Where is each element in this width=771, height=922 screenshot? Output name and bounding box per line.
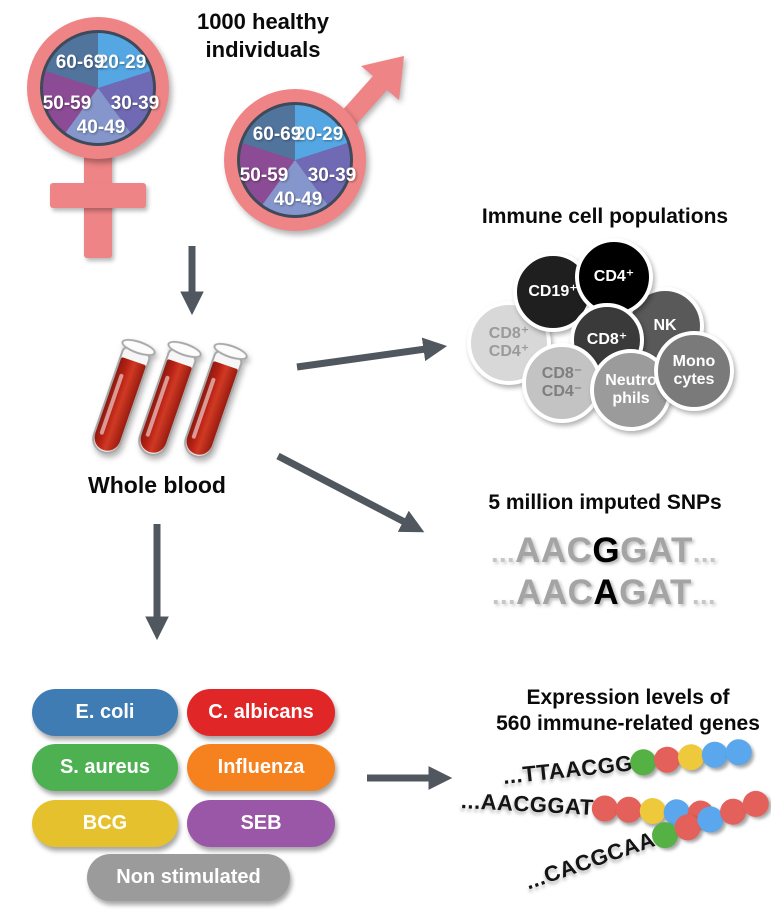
stimulus-bcg: BCG (32, 800, 178, 847)
sequence-ellipsis: ... (492, 580, 517, 610)
age-group-label: 20-29 (294, 124, 344, 145)
stimulus-label: SEB (240, 812, 282, 834)
age-group-label: 50-59 (42, 93, 92, 114)
cell-label-line: CD4⁺ (488, 343, 530, 360)
page-title: 1000 healthy individuals (158, 8, 368, 64)
age-group-label: 40-49 (273, 189, 323, 210)
snp-variant-letter: G (592, 531, 621, 570)
sequence-segment: GAT (620, 531, 693, 570)
cell-cd8neg-cd4neg: CD8⁻ CD4⁻ (522, 343, 602, 423)
stimulus-c-albicans: C. albicans (187, 689, 335, 736)
sequence-ellipsis: ... (692, 538, 717, 568)
age-group-label: 30-39 (307, 165, 357, 186)
stimulus-e-coli: E. coli (32, 689, 178, 736)
cell-label-line: Mono (672, 353, 716, 371)
cell-label-line: Neutro (605, 372, 657, 390)
cell-label-line: cytes (673, 371, 715, 388)
cell-monocytes: Mono cytes (654, 331, 734, 411)
sequence-segment: GAT (619, 573, 692, 612)
expression-title-line1: Expression levels of (526, 686, 730, 709)
expression-bead (615, 796, 643, 824)
stimulus-label: Influenza (217, 756, 305, 778)
snp-sequence-alternate: ...AACAGAT... (448, 573, 760, 613)
cell-label-line: CD8⁺ (488, 325, 530, 343)
expression-bead (591, 794, 619, 823)
female-symbol-crossbar (50, 183, 146, 208)
expression-title-line2: 560 immune-related genes (496, 712, 760, 735)
expression-bead (653, 745, 682, 774)
gene-sequence: ...TTAACGG (501, 750, 635, 789)
arrow-blood-to-snps (276, 452, 425, 533)
page-title-line2: individuals (205, 37, 321, 62)
cell-cd8pos-cd4pos: CD8⁺ CD4⁺ (467, 301, 551, 385)
stimulus-influenza: Influenza (187, 744, 335, 791)
age-group-label: 50-59 (239, 165, 289, 186)
stimulus-label: BCG (82, 812, 128, 834)
age-group-label: 20-29 (97, 52, 147, 73)
gene-strand-1: ...TTAACGG (501, 736, 754, 792)
stimulus-label: S. aureus (59, 756, 151, 778)
gene-sequence: ...CACGCAA (521, 826, 659, 895)
cell-label-line: CD19⁺ (528, 283, 578, 301)
stimulus-non-stimulated: Non stimulated (87, 854, 290, 901)
female-age-pie: 20-29 30-39 40-49 50-59 60-69 (40, 30, 159, 146)
sequence-ellipsis: ... (691, 580, 716, 610)
sequence-ellipsis: ... (491, 538, 516, 568)
stimulus-label: E. coli (75, 701, 135, 723)
stimulus-s-aureus: S. aureus (32, 744, 178, 791)
cell-label-line: CD4⁻ (541, 383, 583, 400)
whole-blood-label: Whole blood (88, 472, 226, 498)
arrow-blood-to-cells (296, 337, 448, 371)
gene-sequence: ...AACGGAT (460, 788, 595, 820)
age-group-label: 60-69 (252, 124, 302, 145)
cell-label-line: CD8⁻ (541, 365, 583, 383)
age-group-label: 60-69 (55, 52, 105, 73)
stimulus-label: C. albicans (208, 701, 314, 723)
expression-bead (677, 742, 706, 772)
cell-label-line: phils (612, 390, 650, 407)
stimulus-label: Non stimulated (116, 866, 261, 888)
sequence-segment: AAC (516, 573, 594, 612)
age-group-label: 40-49 (76, 117, 126, 138)
page-title-line1: 1000 healthy (196, 9, 330, 34)
cell-label-line: NK (653, 317, 677, 335)
cell-label-line: CD8⁺ (586, 331, 628, 349)
male-age-pie: 20-29 30-39 40-49 50-59 60-69 (237, 102, 356, 218)
expression-title: Expression levels of 560 immune-related … (477, 685, 771, 737)
snps-title: 5 million imputed SNPs (488, 491, 722, 514)
sequence-segment: AAC (515, 531, 593, 570)
snp-sequence-reference: ...AACGGAT... (448, 531, 760, 571)
immune-cells-title: Immune cell populations (481, 205, 729, 228)
expression-bead (724, 737, 754, 767)
snp-variant-letter: A (593, 573, 620, 612)
cell-label-line: CD4⁺ (593, 268, 635, 286)
stimulus-seb: SEB (187, 800, 335, 847)
age-group-label: 30-39 (110, 93, 160, 114)
expression-bead (701, 740, 730, 769)
